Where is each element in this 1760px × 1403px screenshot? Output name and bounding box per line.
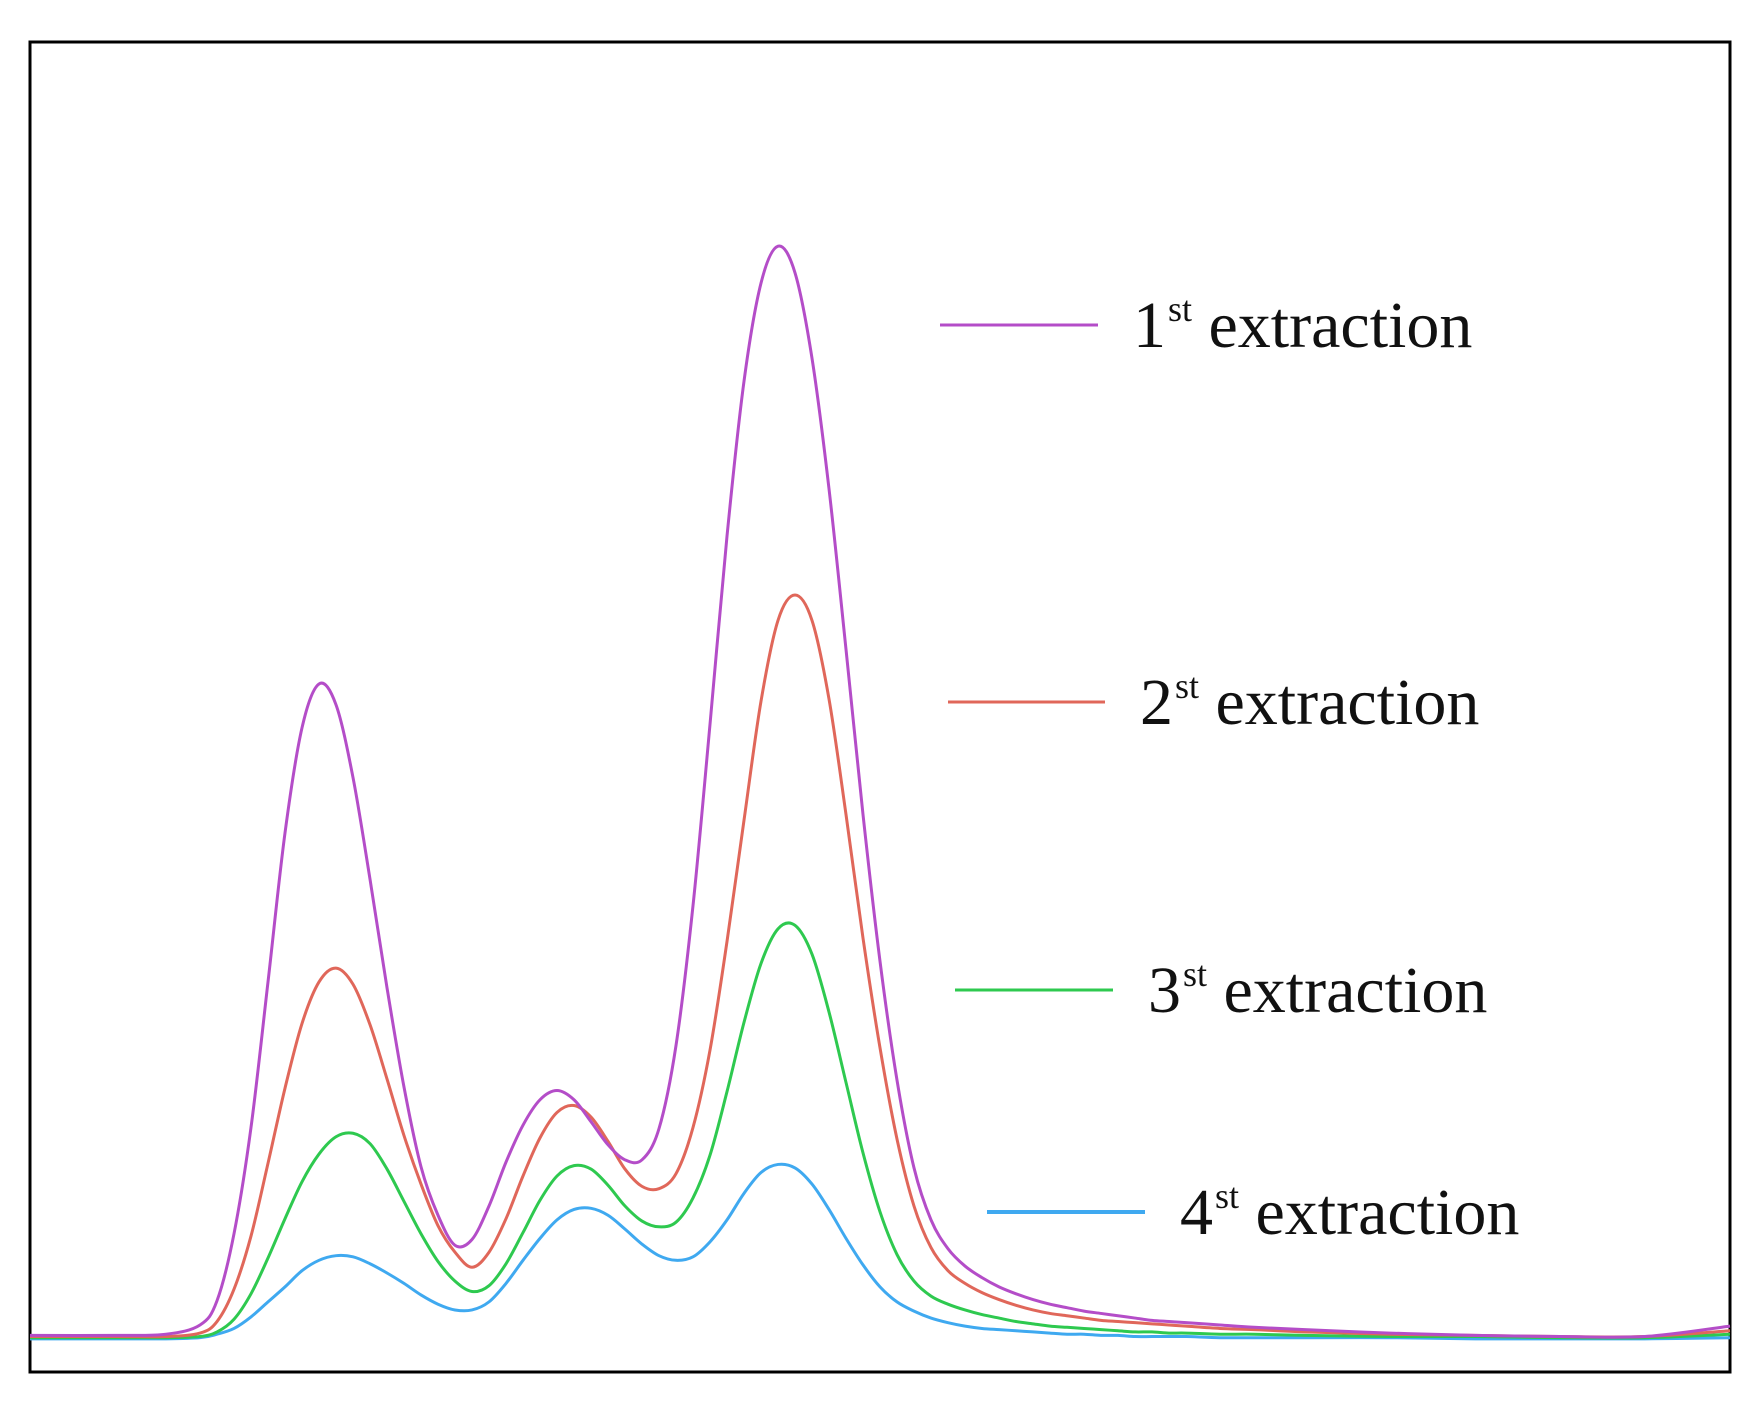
legend-superscript-2: st	[1175, 666, 1199, 706]
legend-number-4: 4	[1180, 1176, 1213, 1249]
legend-label-3: 3st extraction	[1148, 954, 1487, 1027]
legend-superscript-3: st	[1183, 954, 1207, 994]
series-line-1	[29, 244, 1731, 1339]
legend-superscript-1: st	[1168, 289, 1192, 329]
legend-text-1: extraction	[1192, 289, 1472, 362]
legend-superscript-4: st	[1215, 1176, 1239, 1216]
legend-text-3: extraction	[1207, 954, 1487, 1027]
legend-label-1: 1st extraction	[1133, 289, 1472, 362]
series-line-3	[30, 921, 1731, 1340]
legend-number-3: 3	[1148, 954, 1181, 1027]
legend-entry-4: 4st extraction	[987, 1176, 1519, 1249]
legend-entry-3: 3st extraction	[955, 954, 1487, 1027]
series-line-2	[30, 593, 1731, 1339]
legend-text-4: extraction	[1239, 1176, 1519, 1249]
series-layer	[29, 244, 1731, 1341]
legend-label-2: 2st extraction	[1140, 666, 1479, 739]
legend-entry-1: 1st extraction	[940, 289, 1472, 362]
legend-text-2: extraction	[1199, 666, 1479, 739]
legend-number-1: 1	[1133, 289, 1166, 362]
legend-number-2: 2	[1140, 666, 1173, 739]
legend-entry-2: 2st extraction	[948, 666, 1479, 739]
series-line-4	[30, 1162, 1731, 1341]
plot-frame	[28, 40, 1732, 1374]
legend-label-4: 4st extraction	[1180, 1176, 1519, 1249]
